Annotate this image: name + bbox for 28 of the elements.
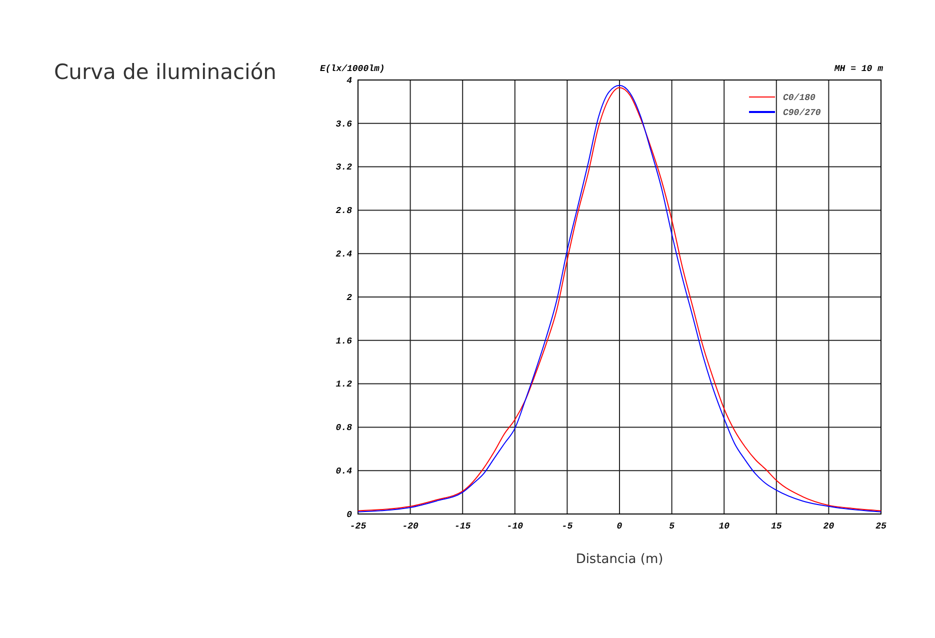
- y-tick-label: 2.8: [336, 206, 353, 216]
- x-tick-label: 0: [616, 521, 623, 532]
- x-tick-label: 25: [876, 521, 887, 532]
- y-tick-label: 2.4: [336, 249, 353, 260]
- legend-label: C90/270: [783, 108, 822, 118]
- x-tick-label: -15: [454, 521, 472, 532]
- x-tick-label: -5: [562, 521, 574, 532]
- y-tick-label: 3.2: [336, 162, 353, 173]
- y-tick-label: 2: [346, 292, 353, 303]
- y-tick-label: 0.8: [336, 423, 353, 434]
- y-tick-label: 1.6: [336, 336, 353, 346]
- legend-label: C0/180: [783, 93, 816, 103]
- y-tick-label: 3.6: [336, 119, 353, 130]
- x-tick-label: -20: [402, 521, 419, 532]
- y-tick-label: 0.4: [336, 466, 353, 476]
- y-tick-label: 4: [346, 76, 353, 86]
- x-tick-label: 5: [669, 521, 676, 532]
- x-tick-label: -10: [506, 521, 524, 532]
- x-tick-label: -25: [350, 521, 367, 532]
- text: Curva de iluminación: [54, 60, 276, 84]
- x-tick-label: 15: [770, 521, 782, 532]
- y-tick-label: 0: [346, 510, 353, 520]
- y-axis-title: E(lx/1000lm): [320, 64, 385, 74]
- y-tick-label: 1.2: [336, 380, 353, 390]
- x-tick-label: 20: [823, 521, 835, 532]
- text: MH = 10 m: [833, 64, 884, 74]
- x-tick-label: 10: [718, 521, 730, 532]
- x-axis-title: Distancia (m): [576, 552, 664, 567]
